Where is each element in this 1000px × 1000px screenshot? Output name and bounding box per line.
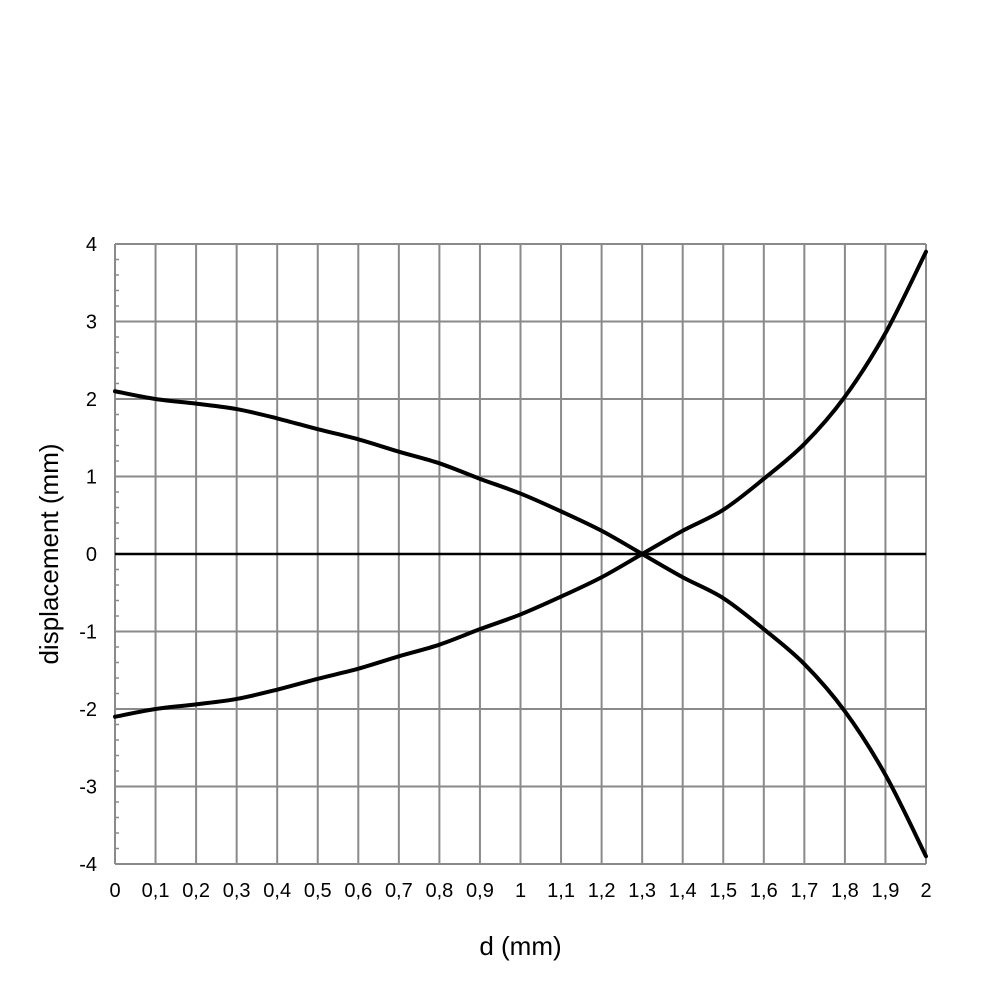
y-tick-label: 0 — [86, 544, 97, 566]
x-tick-labels: 0 0,1 0,2 0,3 0,4 0,5 0,6 0,7 0,8 0,9 1 1,1 1,2 1,3 1,… — [109, 880, 931, 902]
y-tick-label: 1 — [86, 467, 97, 489]
y-tick-labels: 4 3 2 1 0 -1 -2 -3 -4 — [79, 234, 97, 876]
x-tick-label: 0,8 — [425, 880, 453, 902]
x-tick-label: 0,4 — [263, 880, 291, 902]
series-line-1 — [113, 389, 928, 859]
x-tick-label: 1,9 — [872, 880, 900, 902]
series-line-2 — [113, 249, 928, 719]
x-tick-label: 0,5 — [304, 880, 332, 902]
series-group — [113, 249, 928, 859]
x-tick-label: 1 — [515, 880, 526, 902]
x-tick-label: 1,6 — [750, 880, 778, 902]
x-tick-label: 1,1 — [547, 880, 575, 902]
minor-ticks — [115, 258, 119, 850]
x-tick-label: 0 — [109, 880, 120, 902]
x-tick-label: 0,2 — [182, 880, 210, 902]
x-tick-label: 1,7 — [790, 880, 818, 902]
x-axis-title: d (mm) — [479, 931, 561, 961]
x-tick-label: 0,6 — [344, 880, 372, 902]
x-tick-label: 0,7 — [385, 880, 413, 902]
x-tick-label: 0,9 — [466, 880, 494, 902]
x-tick-label: 1,5 — [709, 880, 737, 902]
x-tick-label: 1,4 — [669, 880, 697, 902]
y-axis-title: displacement (mm) — [34, 443, 64, 664]
x-tick-label: 2 — [920, 880, 931, 902]
y-tick-label: 2 — [86, 389, 97, 411]
x-tick-label: 1,3 — [628, 880, 656, 902]
x-tick-label: 1,2 — [588, 880, 616, 902]
y-tick-label: -2 — [79, 699, 97, 721]
y-tick-label: -3 — [79, 777, 97, 799]
x-tick-label: 0,1 — [142, 880, 170, 902]
y-tick-label: -1 — [79, 622, 97, 644]
x-tick-label: 0,3 — [223, 880, 251, 902]
y-tick-label: -4 — [79, 854, 97, 876]
y-tick-label: 3 — [86, 312, 97, 334]
y-tick-label: 4 — [86, 234, 97, 256]
x-tick-label: 1,8 — [831, 880, 859, 902]
